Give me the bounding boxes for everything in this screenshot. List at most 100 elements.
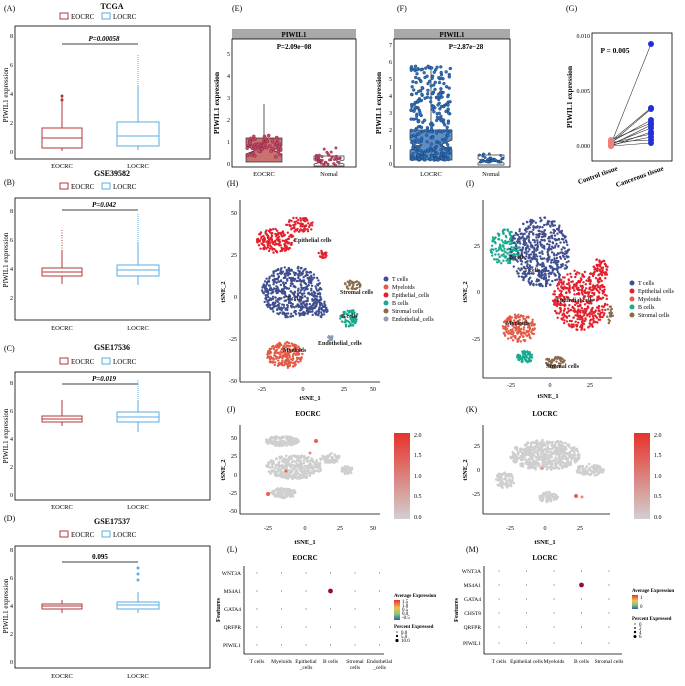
cell-point	[543, 229, 547, 232]
cell-point	[345, 319, 348, 323]
cell-point	[286, 303, 289, 307]
cell-point	[555, 278, 559, 281]
jitter-point	[439, 114, 443, 118]
cell-point	[290, 269, 293, 272]
cell-point	[506, 252, 509, 255]
cell-point	[279, 474, 283, 478]
cell-point	[586, 291, 589, 294]
cell-point	[323, 302, 326, 305]
cell-point	[595, 306, 599, 309]
jitter-point	[490, 159, 494, 163]
cell-point	[533, 447, 537, 451]
cell-point	[530, 243, 533, 246]
cell-point	[546, 458, 550, 461]
cell-point	[524, 317, 527, 321]
cell-point	[274, 242, 278, 246]
cell-point	[591, 315, 595, 318]
jitter-point	[409, 134, 414, 139]
cell-point	[275, 308, 279, 311]
cell-point	[547, 453, 550, 457]
cell-point	[605, 297, 608, 301]
cell-point	[577, 293, 581, 296]
cell-point	[333, 453, 336, 456]
cell-point	[520, 248, 523, 252]
cell-point	[569, 272, 572, 275]
cell-point	[564, 287, 568, 290]
cell-point	[262, 283, 265, 286]
cell-point	[547, 447, 550, 451]
cell-point	[509, 247, 512, 251]
cell-point	[590, 308, 594, 311]
jitter-point	[426, 148, 430, 152]
cell-point	[505, 330, 508, 334]
cell-point	[572, 298, 575, 302]
cell-point	[547, 455, 551, 459]
cell-point	[285, 345, 288, 348]
cell-point	[525, 334, 528, 337]
cell-point	[300, 284, 303, 287]
cell-point	[537, 463, 541, 466]
cell-point	[297, 312, 301, 315]
panel-letter: (G)	[566, 4, 577, 13]
cell-point	[279, 280, 283, 283]
cell-point	[270, 292, 273, 295]
cell-point	[589, 311, 592, 314]
cell-point	[300, 469, 304, 473]
cell-point	[541, 496, 545, 500]
jitter-point	[423, 155, 427, 159]
cell-point	[554, 456, 557, 459]
cell-point	[600, 272, 603, 276]
cell-point	[591, 274, 595, 278]
cell-point	[273, 438, 277, 442]
cell-point	[597, 295, 600, 298]
cell-point	[550, 462, 553, 466]
cell-point	[296, 221, 300, 225]
cell-point	[335, 460, 339, 463]
cell-point	[534, 244, 537, 247]
feature-label: WNT3A	[222, 571, 241, 577]
cell-point	[295, 468, 298, 472]
expression-dot	[580, 598, 583, 600]
cell-point	[502, 473, 506, 476]
x-category-label: Stromal cells	[595, 659, 624, 665]
cell-point	[546, 450, 550, 454]
cell-point	[520, 267, 523, 271]
cell-point	[594, 467, 597, 470]
cell-point	[528, 230, 531, 234]
cell-point	[509, 474, 512, 478]
cell-point	[590, 289, 593, 292]
cell-point	[274, 269, 278, 272]
plot-frame	[591, 32, 673, 162]
cell-point	[540, 235, 544, 239]
y-tick: 2	[10, 632, 13, 638]
cell-point	[267, 470, 271, 473]
cell-point	[300, 356, 303, 359]
cell-point	[583, 296, 586, 299]
cell-point	[308, 277, 311, 280]
cell-point	[268, 352, 271, 355]
jitter-point	[435, 151, 439, 156]
legend-size-dot	[633, 630, 637, 634]
cell-point	[276, 493, 280, 496]
cell-point	[545, 500, 549, 503]
box-locrc	[116, 380, 160, 432]
legend-size-dot	[395, 634, 399, 638]
cell-point	[290, 443, 294, 447]
cell-point	[516, 260, 519, 263]
cell-point	[562, 444, 565, 448]
cell-point	[530, 331, 533, 334]
y-tick: 3	[389, 111, 392, 117]
cancer-point	[648, 41, 654, 47]
cell-point	[301, 296, 304, 299]
cell-point	[508, 479, 511, 483]
expression-dot	[608, 642, 610, 644]
jitter-point	[249, 144, 254, 149]
cell-point	[297, 473, 301, 476]
cell-point	[267, 284, 271, 287]
cell-point	[552, 359, 555, 362]
cell-point	[279, 249, 282, 253]
y-tick: 0	[10, 493, 13, 499]
cell-point	[299, 459, 303, 463]
cell-point	[602, 305, 605, 309]
cell-point	[520, 252, 523, 255]
